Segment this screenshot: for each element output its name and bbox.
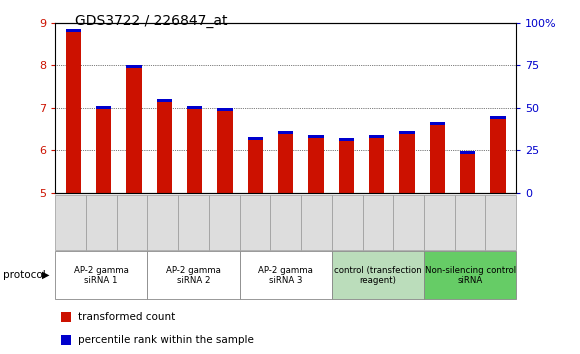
Bar [218, 108, 233, 111]
Bar [491, 116, 506, 119]
Bar [96, 106, 111, 109]
Bar [157, 99, 172, 193]
Bar [430, 121, 445, 193]
Bar [309, 135, 324, 193]
Bar [278, 131, 293, 134]
Bar [218, 108, 233, 193]
Bar [96, 106, 111, 193]
Bar [157, 99, 172, 102]
Bar [369, 135, 384, 193]
Bar [460, 151, 475, 154]
Bar [248, 137, 263, 193]
Bar [339, 138, 354, 141]
Text: protocol: protocol [3, 270, 46, 280]
Text: transformed count: transformed count [78, 312, 176, 322]
Text: control (transfection
reagent): control (transfection reagent) [334, 266, 422, 285]
Text: percentile rank within the sample: percentile rank within the sample [78, 335, 254, 345]
Text: GDS3722 / 226847_at: GDS3722 / 226847_at [75, 14, 228, 28]
Bar [126, 65, 142, 193]
Text: AP-2 gamma
siRNA 1: AP-2 gamma siRNA 1 [74, 266, 129, 285]
Text: AP-2 gamma
siRNA 3: AP-2 gamma siRNA 3 [258, 266, 313, 285]
Bar [400, 131, 415, 134]
Bar [430, 121, 445, 125]
Text: AP-2 gamma
siRNA 2: AP-2 gamma siRNA 2 [166, 266, 221, 285]
Bar [248, 137, 263, 140]
Bar [309, 135, 324, 138]
Bar [278, 131, 293, 193]
Bar [66, 29, 81, 32]
Bar [491, 116, 506, 193]
Bar [187, 106, 202, 109]
Bar [126, 65, 142, 68]
Bar [339, 138, 354, 193]
Text: ▶: ▶ [42, 270, 50, 280]
Bar [369, 135, 384, 138]
Text: Non-silencing control
siRNA: Non-silencing control siRNA [425, 266, 516, 285]
Bar [66, 29, 81, 193]
Bar [400, 131, 415, 193]
Bar [460, 151, 475, 193]
Bar [187, 106, 202, 193]
